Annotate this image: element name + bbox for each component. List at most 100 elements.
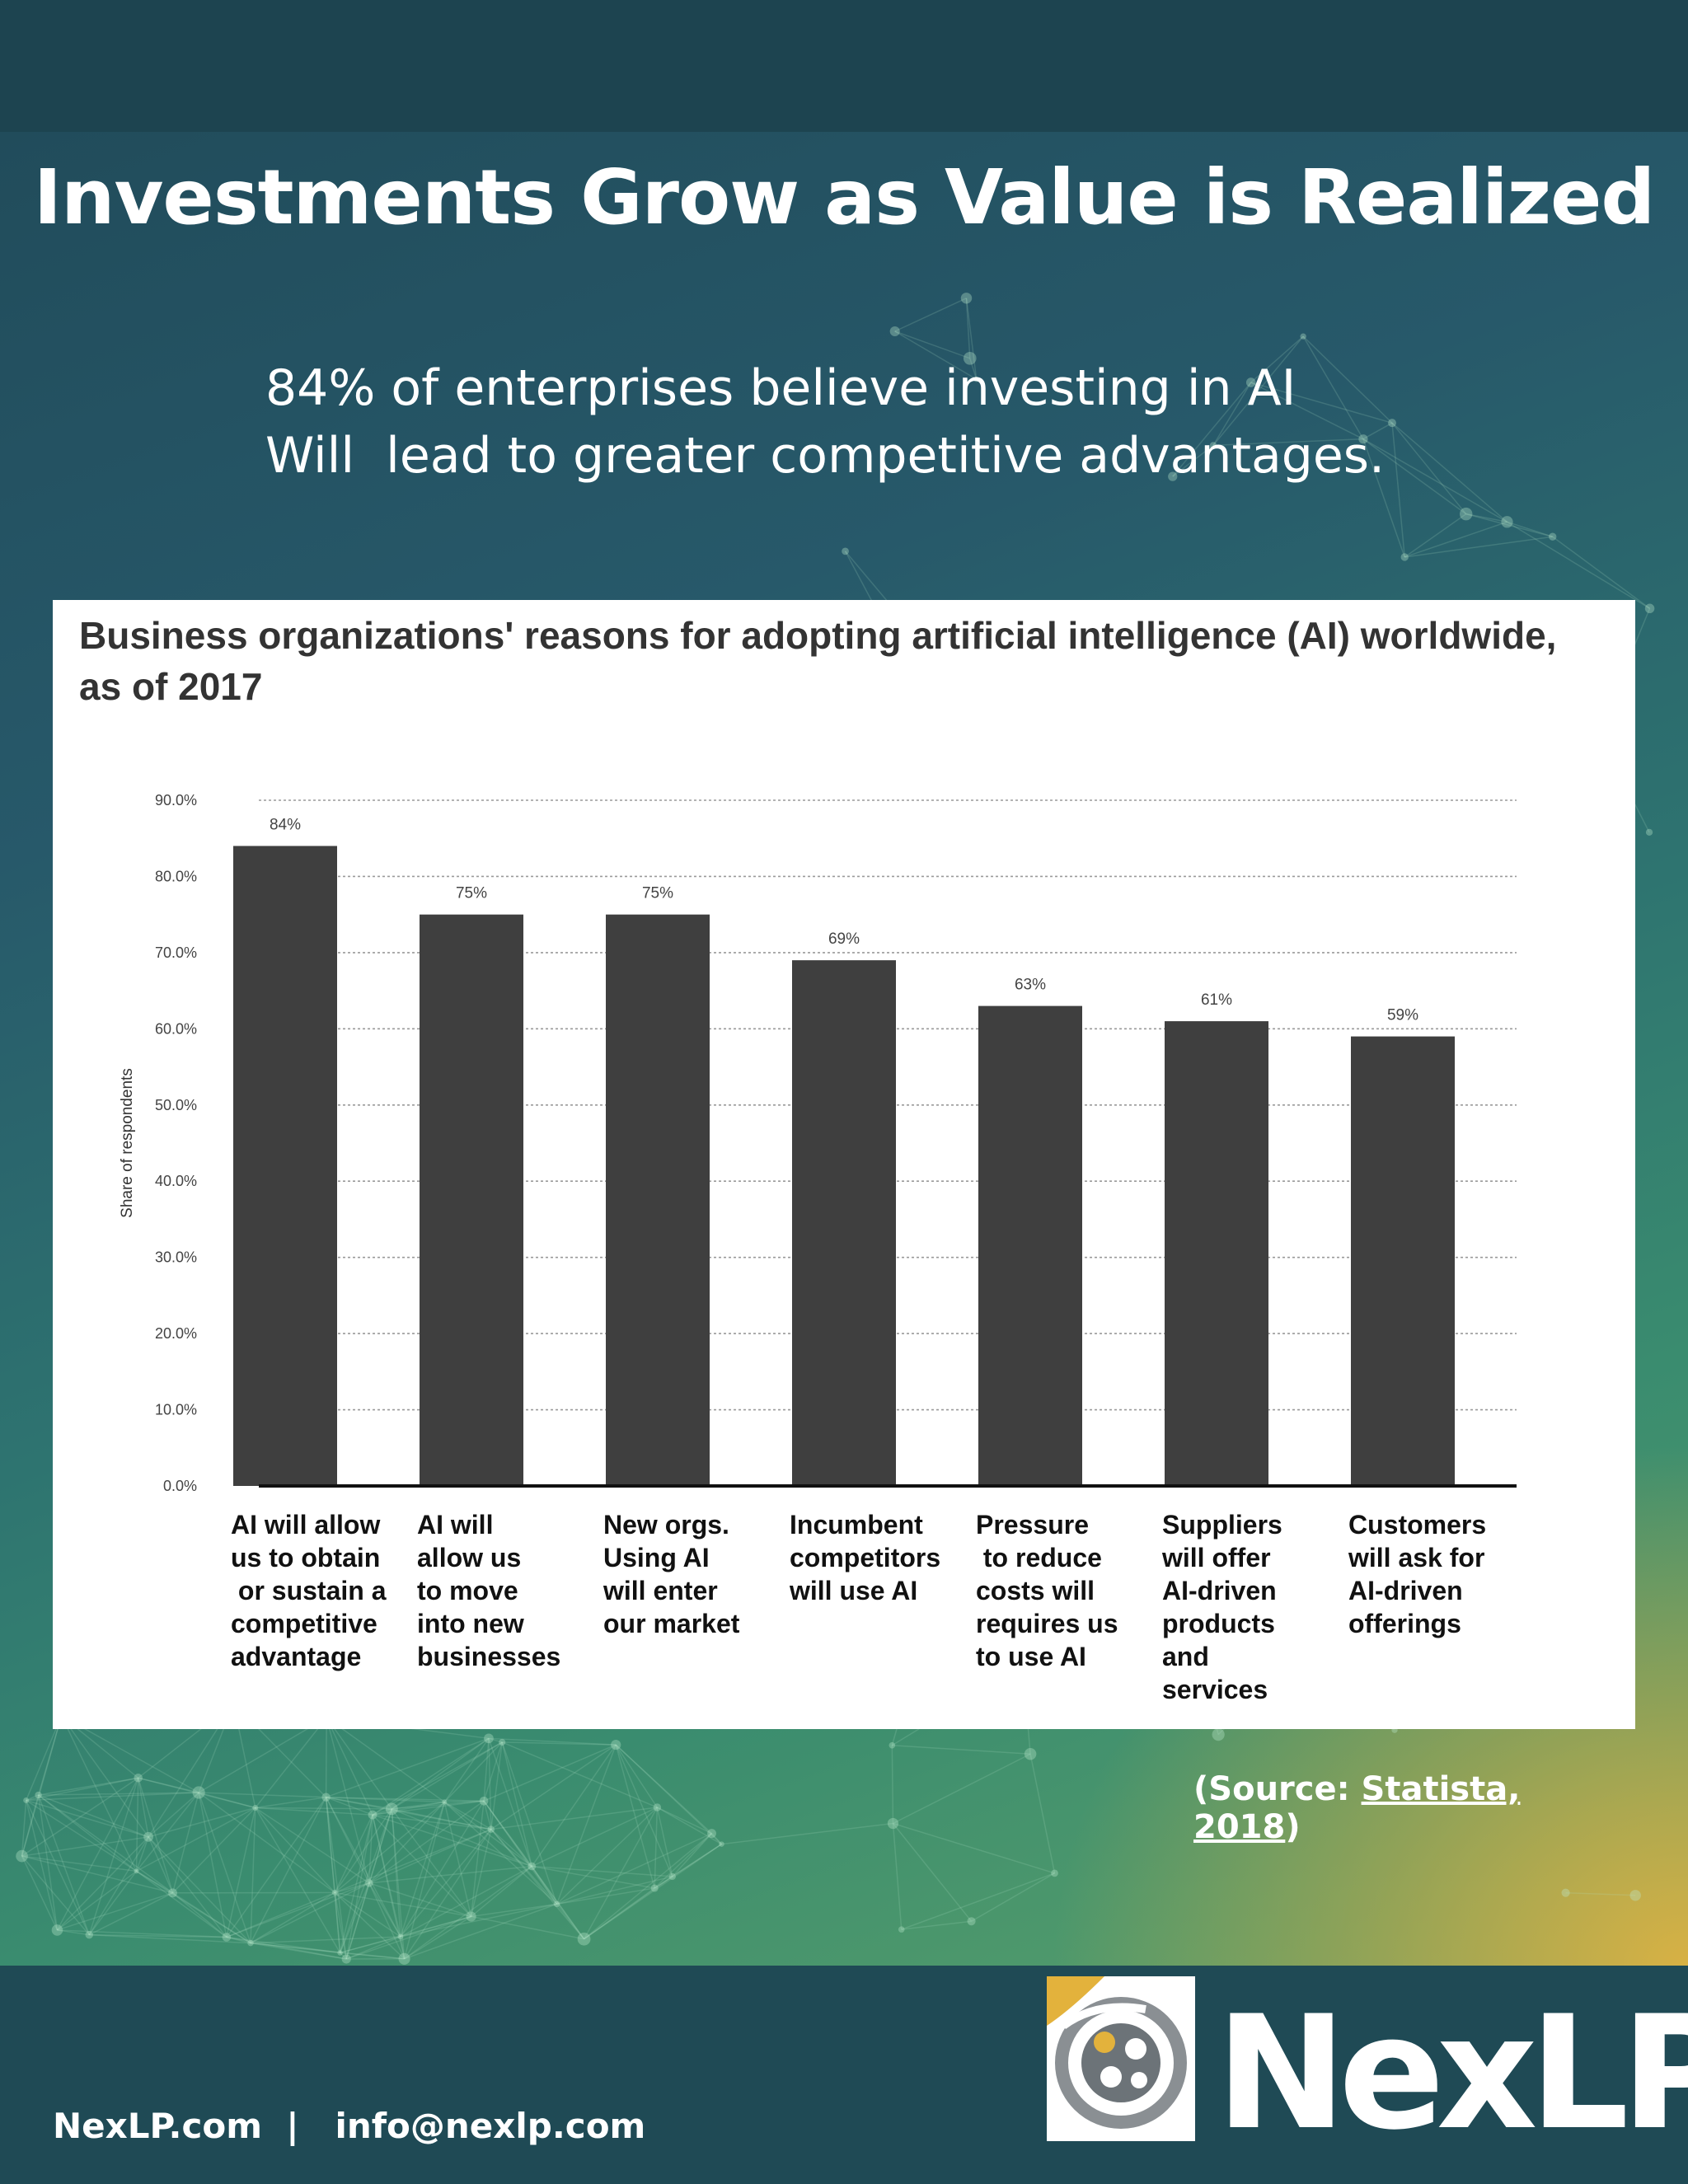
network-line [38, 1777, 138, 1796]
network-line [1172, 444, 1214, 477]
source-link[interactable]: Statista, 2018 [1193, 1770, 1521, 1846]
network-line [339, 1882, 370, 1953]
subtitle-line-2: Will lead to greater competitive advanta… [265, 427, 1386, 485]
network-line [334, 1808, 392, 1893]
network-line [199, 1792, 326, 1798]
network-line [483, 1738, 490, 1802]
network-line [88, 1892, 173, 1936]
network-node [1501, 516, 1513, 528]
network-line [1391, 422, 1507, 523]
network-node [553, 1900, 560, 1908]
network-node [331, 1889, 338, 1896]
network-line [1302, 335, 1393, 424]
network-node [1300, 333, 1306, 340]
data-label: 84% [270, 816, 301, 833]
network-node [1459, 507, 1473, 521]
network-line [391, 1808, 401, 1937]
source-prefix: (Source: [1193, 1770, 1362, 1808]
network-node [168, 1888, 177, 1898]
network-line [136, 1870, 251, 1944]
network-line [325, 1797, 370, 1884]
network-line [1362, 438, 1405, 558]
network-line [654, 1807, 659, 1889]
bar [1165, 1021, 1268, 1486]
network-line [25, 1715, 63, 1801]
network-line [892, 1823, 973, 1922]
network-line [501, 1741, 658, 1808]
network-line [392, 1808, 491, 1830]
page-title: Investments Grow as Value is Realized [33, 153, 1656, 241]
bar [233, 846, 337, 1486]
network-node [1168, 471, 1178, 481]
network-node [1051, 1869, 1058, 1877]
network-line [339, 1814, 373, 1953]
network-line [326, 1717, 445, 1803]
network-node [1549, 532, 1557, 541]
network-node [1358, 434, 1368, 444]
network-line [404, 1865, 532, 1960]
network-line [88, 1836, 149, 1936]
contact-info[interactable]: NexLP.com | info@nexlp.com [53, 2106, 646, 2146]
network-line [172, 1892, 251, 1944]
network-line [250, 1807, 256, 1943]
bar [792, 960, 896, 1486]
network-line [483, 1800, 532, 1867]
network-line [255, 1796, 326, 1809]
network-line [226, 1807, 256, 1938]
network-line [325, 1797, 336, 1893]
network-line [404, 1903, 557, 1960]
network-line [326, 1796, 392, 1810]
network-node [842, 547, 849, 555]
network-line [372, 1814, 472, 1917]
network-line [1507, 521, 1650, 609]
network-line [326, 1717, 392, 1810]
network-line [615, 1744, 658, 1808]
network-line [57, 1892, 173, 1931]
network-node [650, 1884, 659, 1892]
network-line [38, 1794, 137, 1872]
network-line [250, 1942, 340, 1954]
network-line [89, 1933, 227, 1938]
network-line [391, 1808, 406, 1959]
network-line [148, 1836, 227, 1938]
network-line [135, 1836, 149, 1872]
network-line [901, 1920, 972, 1930]
network-node [35, 1791, 42, 1799]
network-line [138, 1777, 256, 1809]
network-line [584, 1843, 722, 1940]
network-line [531, 1866, 585, 1940]
network-line [1391, 422, 1467, 515]
network-node [134, 1868, 139, 1874]
network-node [707, 1829, 717, 1839]
network-line [391, 1808, 472, 1917]
bar [978, 1005, 1082, 1486]
subtitle: 84% of enterprises believe investing in … [265, 354, 1502, 490]
network-line [25, 1800, 90, 1935]
network-line [1404, 536, 1553, 558]
bar-chart: 0.0% 10.0% 20.0% 30.0% 40.0% 50.0% 60.0% 70.0% 8… [119, 792, 1517, 1494]
bar [606, 914, 710, 1486]
network-line [326, 1797, 373, 1816]
network-line [556, 1876, 673, 1905]
y-tick-label: 90.0% [155, 792, 197, 808]
network-node [1629, 1890, 1641, 1901]
network-line [368, 1802, 445, 1884]
network-line [443, 1737, 490, 1802]
network-line [372, 1801, 445, 1816]
network-line [1465, 513, 1553, 537]
network-line [255, 1807, 373, 1816]
network-node [16, 1849, 28, 1863]
network-line [490, 1829, 532, 1868]
network-line [1465, 513, 1507, 523]
network-line [1250, 382, 1364, 440]
network-line [21, 1855, 59, 1931]
network-line [391, 1741, 503, 1810]
network-line [172, 1807, 256, 1894]
network-line [1507, 521, 1553, 537]
network-node [247, 1939, 254, 1947]
network-line [21, 1715, 63, 1857]
network-line [21, 1794, 40, 1857]
network-line [483, 1741, 503, 1802]
network-node [1212, 1728, 1225, 1741]
network-line [471, 1865, 532, 1918]
